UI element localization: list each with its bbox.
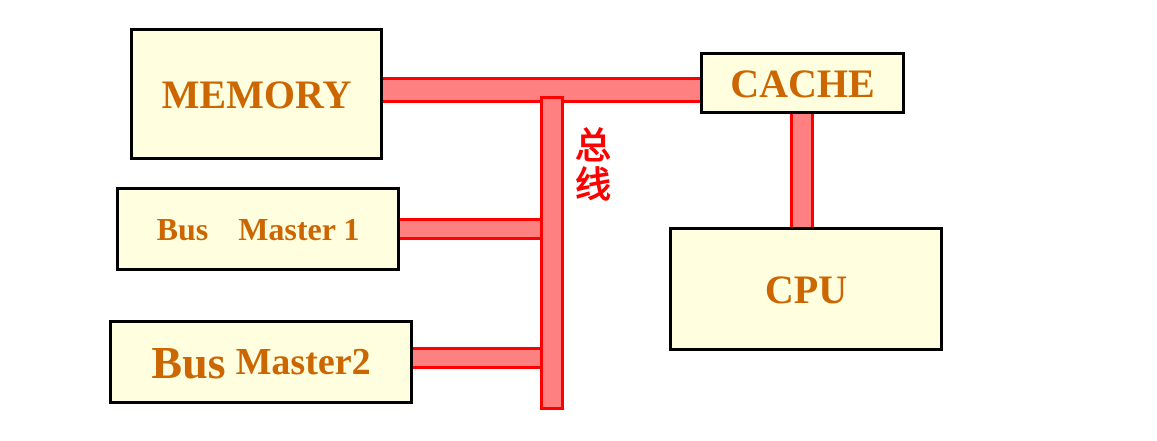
cache-cpu-connector (790, 106, 814, 232)
cache-box: CACHE (700, 52, 905, 114)
bus-label: 总线 (574, 126, 611, 206)
memory-box: MEMORY (130, 28, 383, 160)
bus-master-2-word1: Bus (151, 336, 226, 388)
bus-master-1-box: Bus Master 1 (116, 187, 400, 271)
bus-master-1-word1: Bus (156, 210, 209, 247)
cpu-box: CPU (669, 227, 943, 351)
cache-label: CACHE (730, 60, 875, 106)
cpu-label: CPU (764, 266, 848, 312)
bus-master-2-box: Bus Master2 (109, 320, 413, 404)
memory-label: MEMORY (161, 71, 352, 117)
bus-master-1-connector (397, 218, 543, 240)
bus-master-1-word2: Master 1 (238, 210, 360, 247)
bus-vertical-line (540, 96, 564, 410)
bus-master-2-word2: Master2 (235, 341, 371, 383)
bus-master-2-connector (408, 347, 543, 369)
